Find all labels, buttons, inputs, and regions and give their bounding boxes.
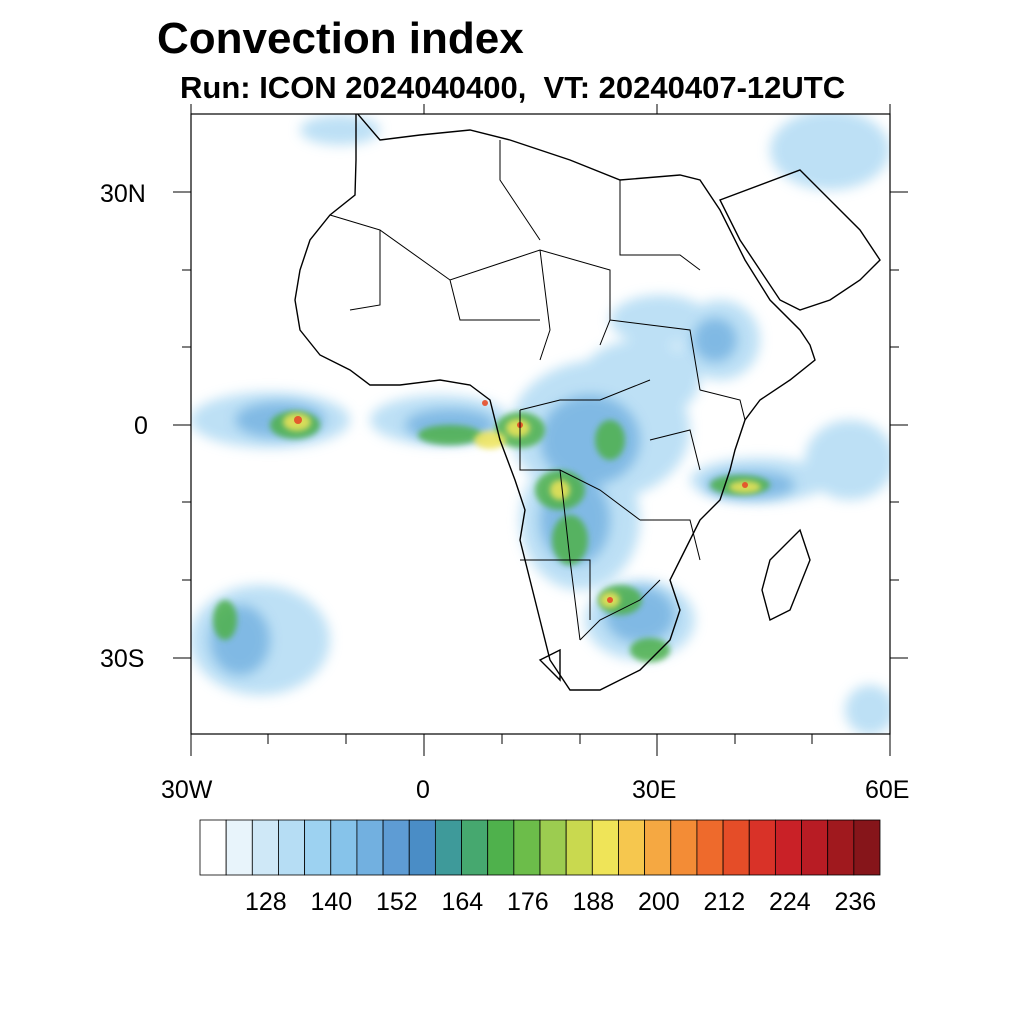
colorbar-box bbox=[305, 820, 331, 875]
lat-label-30s: 30S bbox=[100, 645, 144, 674]
colorbar-box bbox=[278, 820, 304, 875]
colorbar-tick-label: 128 bbox=[245, 888, 287, 917]
convection-field bbox=[190, 110, 895, 735]
colorbar-box bbox=[723, 820, 749, 875]
colorbar-tick-label: 140 bbox=[311, 888, 353, 917]
colorbar-box bbox=[331, 820, 357, 875]
lon-label-60e: 60E bbox=[865, 776, 909, 805]
colorbar-box bbox=[566, 820, 592, 875]
colorbar-tick-label: 200 bbox=[638, 888, 680, 917]
colorbar-box bbox=[200, 820, 226, 875]
colorbar-box bbox=[802, 820, 828, 875]
colorbar-box bbox=[540, 820, 566, 875]
colorbar-box bbox=[435, 820, 461, 875]
colorbar-box bbox=[645, 820, 671, 875]
colorbar-tick-label: 236 bbox=[835, 888, 877, 917]
colorbar-tick-label: 176 bbox=[507, 888, 549, 917]
colorbar-box bbox=[488, 820, 514, 875]
colorbar-box bbox=[409, 820, 435, 875]
colorbar-box bbox=[252, 820, 278, 875]
map-canvas bbox=[0, 0, 1024, 1024]
lat-label-0: 0 bbox=[134, 412, 148, 441]
colorbar-box bbox=[462, 820, 488, 875]
colorbar-box bbox=[775, 820, 801, 875]
colorbar-box bbox=[749, 820, 775, 875]
lon-label-30e: 30E bbox=[632, 776, 676, 805]
colorbar-tick-label: 224 bbox=[769, 888, 811, 917]
colorbar-box bbox=[854, 820, 880, 875]
colorbar-box bbox=[618, 820, 644, 875]
colorbar-tick-label: 164 bbox=[442, 888, 484, 917]
colorbar-box bbox=[671, 820, 697, 875]
colorbar bbox=[200, 820, 880, 875]
colorbar-box bbox=[828, 820, 854, 875]
colorbar-box bbox=[226, 820, 252, 875]
colorbar-tick-label: 152 bbox=[376, 888, 418, 917]
colorbar-box bbox=[592, 820, 618, 875]
colorbar-box bbox=[697, 820, 723, 875]
colorbar-box bbox=[514, 820, 540, 875]
lon-label-30w: 30W bbox=[161, 776, 212, 805]
lon-label-0: 0 bbox=[416, 776, 430, 805]
colorbar-tick-label: 212 bbox=[704, 888, 746, 917]
colorbar-box bbox=[357, 820, 383, 875]
lat-label-30n: 30N bbox=[100, 180, 146, 209]
colorbar-tick-label: 188 bbox=[573, 888, 615, 917]
colorbar-box bbox=[383, 820, 409, 875]
